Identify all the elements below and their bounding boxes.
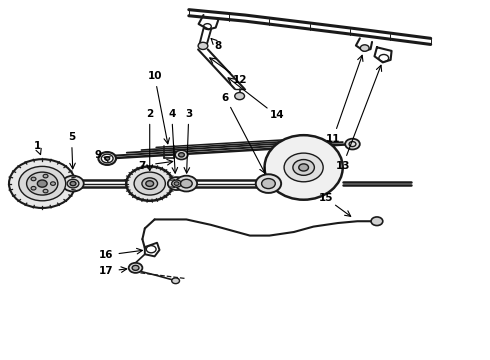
Circle shape	[175, 176, 197, 192]
Text: 11: 11	[326, 134, 340, 144]
Circle shape	[174, 182, 179, 185]
Circle shape	[198, 42, 208, 49]
Circle shape	[9, 159, 75, 208]
Circle shape	[175, 150, 188, 159]
Circle shape	[50, 182, 55, 185]
Circle shape	[256, 174, 281, 193]
Circle shape	[142, 178, 158, 189]
Circle shape	[70, 181, 76, 186]
Text: 10: 10	[147, 71, 162, 81]
Text: 2: 2	[146, 109, 153, 119]
Circle shape	[62, 176, 84, 192]
Text: 17: 17	[98, 266, 113, 276]
Circle shape	[168, 177, 185, 190]
Circle shape	[67, 179, 79, 188]
Circle shape	[19, 166, 66, 201]
Circle shape	[37, 180, 47, 187]
Circle shape	[262, 179, 275, 189]
Circle shape	[360, 45, 369, 51]
Circle shape	[43, 174, 48, 178]
Circle shape	[178, 153, 184, 157]
Circle shape	[345, 139, 360, 149]
Circle shape	[293, 159, 315, 175]
Circle shape	[284, 153, 323, 182]
Text: 9: 9	[95, 150, 102, 160]
Ellipse shape	[265, 135, 343, 200]
Circle shape	[26, 172, 58, 195]
Circle shape	[146, 181, 154, 186]
Circle shape	[98, 152, 116, 165]
Circle shape	[299, 164, 309, 171]
Text: 1: 1	[34, 141, 41, 151]
Text: 5: 5	[68, 132, 75, 142]
Text: 4: 4	[168, 109, 175, 119]
Circle shape	[235, 93, 245, 100]
Circle shape	[105, 157, 110, 160]
Text: 3: 3	[185, 109, 193, 119]
Circle shape	[126, 166, 173, 201]
Circle shape	[101, 154, 113, 163]
Circle shape	[180, 179, 192, 188]
Circle shape	[31, 177, 36, 181]
Circle shape	[129, 263, 143, 273]
Circle shape	[172, 278, 179, 284]
Circle shape	[132, 265, 139, 270]
Circle shape	[43, 189, 48, 193]
Circle shape	[134, 172, 165, 195]
Text: 16: 16	[98, 250, 113, 260]
Text: 13: 13	[336, 161, 350, 171]
Text: 14: 14	[270, 111, 284, 121]
Circle shape	[31, 186, 36, 190]
Text: 15: 15	[318, 193, 333, 203]
Text: 7: 7	[139, 161, 146, 171]
Text: 8: 8	[215, 41, 222, 50]
Circle shape	[371, 217, 383, 226]
Text: 12: 12	[233, 75, 247, 85]
Circle shape	[172, 180, 181, 187]
Text: 6: 6	[222, 93, 229, 103]
